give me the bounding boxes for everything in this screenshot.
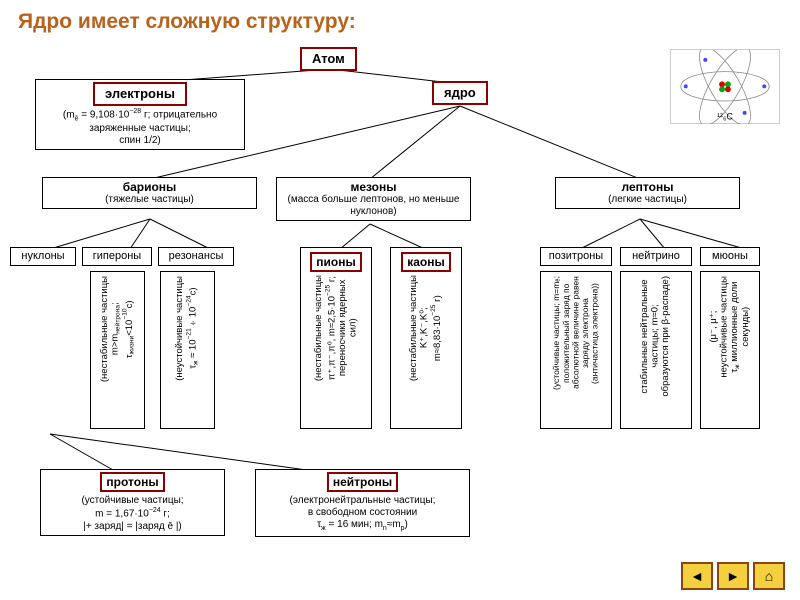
diagram-canvas: Атом электроны (mē = 9,108·10−28 г; отри…	[0, 39, 800, 549]
atom-illustration: ¹²₆C	[670, 49, 780, 124]
neutrons-hdr: нейтроны	[327, 472, 398, 492]
node-mesons: мезоны (масса больше лептонов, но меньше…	[276, 177, 471, 221]
nav-next-button[interactable]: ►	[717, 562, 749, 590]
protons-hdr: протоны	[100, 472, 164, 492]
muons-desc: (μ⁻, μ⁺;неустойчивые частицыτж миллионны…	[709, 276, 752, 378]
svg-text:¹²₆C: ¹²₆C	[717, 112, 733, 122]
nav-home-button[interactable]: ⌂	[753, 562, 785, 590]
vbox-neutrino: стабильные нейтральныечастицы; m≈0;образ…	[620, 271, 692, 429]
vbox-muons: (μ⁻, μ⁺;неустойчивые частицыτж миллионны…	[700, 271, 760, 429]
node-atom: Атом	[300, 47, 357, 71]
hyperons-desc: (нестабильные частицыm>mнейтрона;τжизни<…	[100, 276, 136, 382]
leptons-label: лептоны	[560, 180, 735, 194]
nav-prev-button[interactable]: ◄	[681, 562, 713, 590]
baryons-sub: (тяжелые частицы)	[47, 194, 252, 206]
page-title: Ядро имеет сложную структуру:	[0, 0, 800, 39]
node-protons: протоны (устойчивые частицы;m = 1,67·10−…	[40, 469, 225, 536]
pions-desc: (нестабильные частицыπ⁺,π⁻,π⁰, m≈2,5·10−…	[314, 275, 359, 381]
vbox-resonances: (неустойчивые частицыτж ≈ 10−21÷10−24с)	[160, 271, 215, 429]
hdr-muons: мюоны	[700, 247, 760, 266]
electrons-desc: (mē = 9,108·10−28 г; отрицательнозаряжен…	[40, 108, 240, 148]
vbox-positrons: (устойчивые частицы; m=mē;положительный …	[540, 271, 612, 429]
positrons-desc: (устойчивые частицы; m=mē;положительный …	[552, 276, 600, 390]
baryons-label: барионы	[47, 180, 252, 194]
node-nucleus: ядро	[432, 81, 488, 105]
node-electrons: электроны (mē = 9,108·10−28 г; отрицател…	[35, 79, 245, 150]
mesons-sub: (масса больше лептонов, но меньше нуклон…	[281, 194, 466, 218]
kaons-hdr: каоны	[401, 252, 451, 272]
hdr-positrons: позитроны	[540, 247, 612, 266]
kaons-desc: (нестабильные частицыK⁺,K⁻,K⁰;m≈8,83·10−…	[409, 275, 443, 381]
neutrino-desc: стабильные нейтральныечастицы; m≈0;образ…	[640, 276, 671, 397]
resonances-desc: (неустойчивые частицыτж ≈ 10−21÷10−24с)	[175, 276, 200, 381]
leptons-sub: (легкие частицы)	[560, 194, 735, 206]
node-neutrons: нейтроны (электронейтральные частицы;в с…	[255, 469, 470, 537]
vbox-hyperons: (нестабильные частицыm>mнейтрона;τжизни<…	[90, 271, 145, 429]
node-baryons: барионы (тяжелые частицы)	[42, 177, 257, 209]
mesons-label: мезоны	[281, 180, 466, 194]
hdr-neutrino: нейтрино	[620, 247, 692, 266]
protons-desc: (устойчивые частицы;m = 1,67·10−24 г;|+ …	[45, 495, 220, 532]
neutrons-desc: (электронейтральные частицы;в свободном …	[260, 495, 465, 533]
electrons-label: электроны	[93, 82, 187, 106]
node-leptons: лептоны (легкие частицы)	[555, 177, 740, 209]
vbox-pions: пионы (нестабильные частицыπ⁺,π⁻,π⁰, m≈2…	[300, 247, 372, 429]
vbox-kaons: каоны (нестабильные частицыK⁺,K⁻,K⁰;m≈8,…	[390, 247, 462, 429]
hdr-hyperons: гипероны	[82, 247, 152, 266]
nav-controls: ◄ ► ⌂	[681, 562, 785, 590]
hdr-nucleons: нуклоны	[10, 247, 76, 266]
hdr-resonances: резонансы	[158, 247, 234, 266]
pions-hdr: пионы	[310, 252, 361, 272]
